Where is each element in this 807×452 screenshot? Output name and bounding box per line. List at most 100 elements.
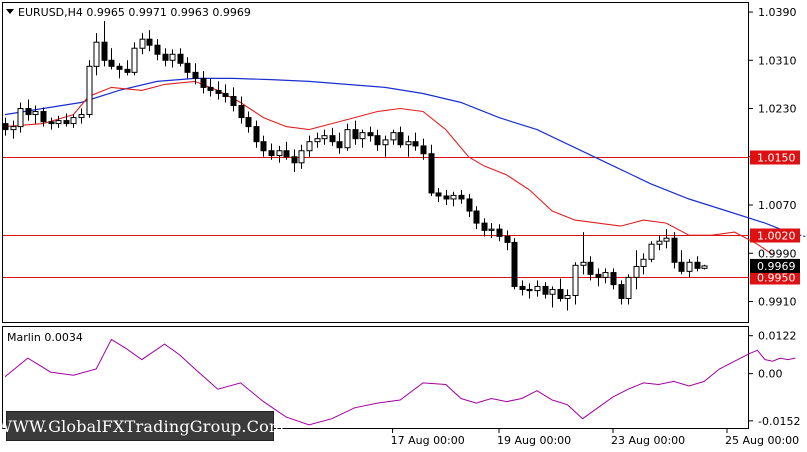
bearish-candle-body	[496, 228, 503, 237]
bullish-candle-body	[382, 139, 389, 146]
candle	[10, 120, 17, 139]
candle	[63, 113, 70, 127]
candle	[625, 274, 632, 305]
bullish-candle-body	[648, 243, 655, 260]
bearish-candle-body	[443, 195, 450, 200]
bullish-candle-body	[359, 132, 366, 140]
candle	[359, 129, 366, 148]
candle	[610, 268, 617, 290]
candle	[283, 141, 290, 160]
symbol-menu-triangle-icon[interactable]	[6, 9, 14, 14]
bearish-candle-body	[48, 121, 55, 125]
price-tick-label: 1.0070	[758, 199, 797, 212]
candle	[192, 63, 199, 85]
bullish-candle-body	[70, 117, 77, 125]
candle	[55, 115, 62, 128]
bearish-candle-body	[694, 261, 701, 269]
bullish-candle-body	[306, 141, 313, 152]
bearish-candle-body	[678, 261, 685, 272]
candle	[108, 48, 115, 70]
candle	[694, 256, 701, 272]
bullish-candle-body	[450, 194, 457, 200]
candle	[686, 259, 693, 278]
bullish-candle-body	[276, 150, 283, 157]
bearish-candle-body	[412, 141, 419, 147]
candle	[428, 144, 435, 196]
marlin-indicator-line	[4, 338, 796, 426]
candle	[200, 71, 207, 94]
candle	[382, 135, 389, 157]
candle	[519, 280, 526, 296]
candle	[207, 78, 214, 97]
candle	[86, 60, 93, 118]
bearish-candle-body	[25, 108, 32, 116]
bearish-candle-body	[124, 68, 131, 73]
bearish-candle-body	[154, 44, 161, 55]
bullish-candle-body	[625, 276, 632, 299]
bullish-candle-body	[656, 240, 663, 245]
candle	[124, 60, 131, 76]
bearish-candle-body	[466, 198, 473, 212]
bearish-candle-body	[283, 150, 290, 158]
bullish-candle-body	[564, 294, 571, 299]
candle	[534, 280, 541, 297]
candle	[238, 96, 245, 124]
ma-red-line	[4, 80, 773, 255]
candle	[291, 149, 298, 172]
bullish-candle-body	[93, 41, 100, 67]
candle	[101, 21, 108, 67]
candle	[701, 264, 708, 270]
bearish-candle-body	[329, 135, 336, 143]
bearish-candle-body	[200, 77, 207, 88]
bullish-candle-body	[534, 285, 541, 292]
bullish-candle-body	[344, 129, 351, 149]
candle	[298, 144, 305, 169]
candle	[663, 229, 670, 249]
candle	[162, 48, 169, 67]
bullish-candle-body	[686, 261, 693, 272]
bearish-candle-body	[519, 285, 526, 290]
bullish-candle-body	[488, 228, 495, 231]
level-price-label: 1.0150	[757, 152, 796, 165]
candle	[253, 120, 260, 148]
bearish-candle-body	[108, 59, 115, 67]
candle	[336, 132, 343, 154]
level-price-tag	[750, 270, 800, 285]
bullish-candle-body	[549, 288, 556, 295]
bullish-candle-body	[580, 261, 587, 266]
bullish-candle-body	[390, 132, 397, 141]
bullish-candle-body	[78, 114, 85, 119]
candle	[618, 280, 625, 305]
price-panel[interactable]	[2, 2, 749, 323]
symbol-header: EURUSD,H4 0.9965 0.9971 0.9963 0.9969	[18, 6, 251, 19]
candle	[154, 39, 161, 61]
candle	[314, 132, 321, 148]
bearish-candle-body	[146, 38, 153, 46]
ma-blue-line	[4, 77, 781, 230]
candle	[633, 250, 640, 290]
candle	[656, 235, 663, 251]
candle	[580, 232, 587, 275]
watermark-text: WWW.GlobalFXTradingGroup.Com	[0, 416, 285, 436]
candle	[2, 117, 9, 136]
price-tick-label: 1.0230	[758, 103, 797, 116]
candle	[443, 189, 450, 206]
candle	[374, 129, 381, 151]
candle	[40, 107, 47, 127]
horizontal-levels	[3, 157, 749, 278]
candle	[557, 278, 564, 302]
price-axis: 1.03901.03101.02301.01501.00700.99900.99…	[749, 6, 800, 308]
candle	[671, 232, 678, 269]
bearish-candle-body	[336, 141, 343, 149]
bearish-candle-body	[557, 288, 564, 299]
current-price-label: 0.9969	[757, 260, 796, 273]
time-tick-label: 17 Aug 00:00	[391, 434, 465, 447]
bearish-candle-body	[40, 111, 47, 123]
candle	[435, 188, 442, 202]
candle	[526, 283, 533, 299]
bearish-candle-body	[618, 284, 625, 299]
price-tick-label: 0.9990	[758, 247, 797, 260]
candle	[412, 132, 419, 151]
candle	[511, 238, 518, 290]
